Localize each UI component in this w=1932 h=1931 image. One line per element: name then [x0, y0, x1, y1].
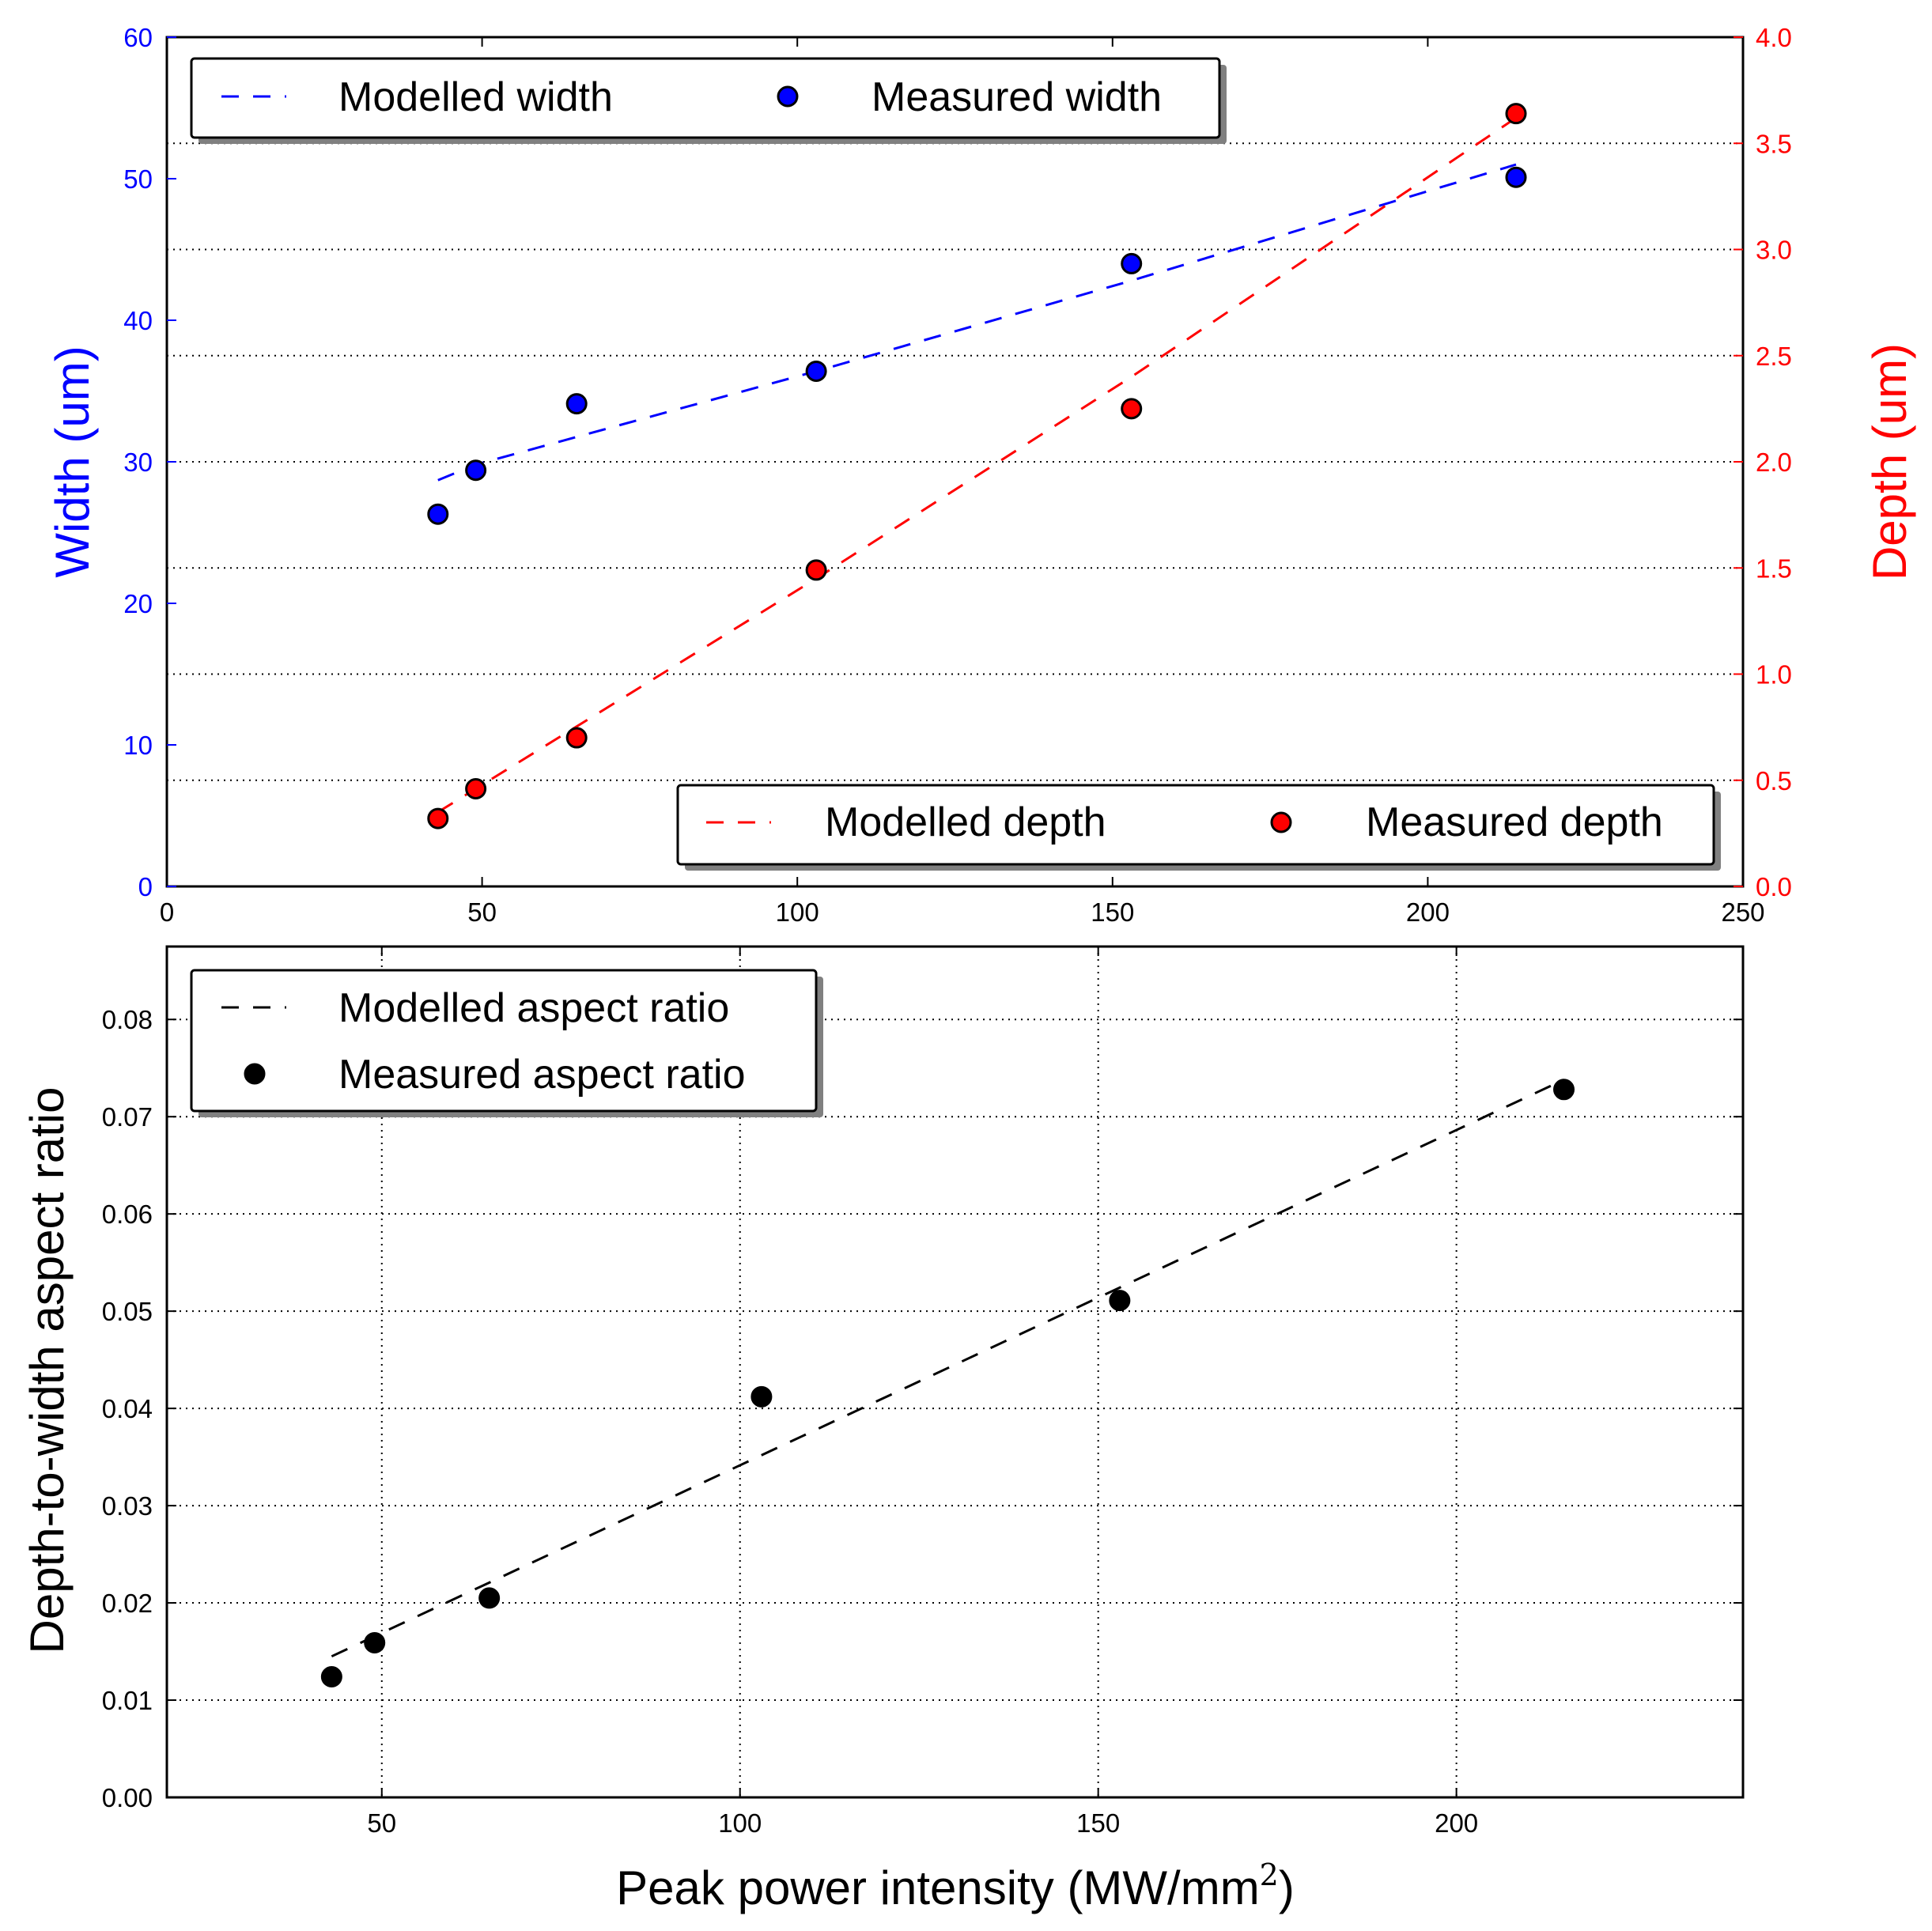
- top-series-layer: [427, 103, 1527, 829]
- measured-depth-point: [1505, 103, 1527, 125]
- top-right-axis-label: Depth (um): [1863, 343, 1916, 580]
- top-left-y-tick-label: 20: [123, 589, 153, 618]
- top-left-y-tick-label: 50: [123, 164, 153, 194]
- bottom-y-tick-label: 0.08: [102, 1005, 153, 1034]
- modelled-width-legend-label: Modelled width: [338, 74, 613, 120]
- top-x-tick-label: 200: [1406, 897, 1450, 927]
- bottom-y-tick-label: 0.06: [102, 1200, 153, 1229]
- top-x-tick-label: 150: [1091, 897, 1134, 927]
- bottom-x-tick-label: 150: [1076, 1808, 1120, 1838]
- bottom-y-tick-label: 0.01: [102, 1686, 153, 1715]
- top-left-y-tick-label: 40: [123, 306, 153, 335]
- top-left-y-tick-label: 10: [123, 731, 153, 760]
- measured-depth-legend-label: Measured depth: [1366, 799, 1663, 845]
- measured-aspect-ratio-point: [320, 1666, 342, 1688]
- measured-depth-point: [465, 777, 487, 799]
- top-depth-legend: Modelled depth Measured depth: [676, 784, 1721, 871]
- modelled-ratio-legend-label: Modelled aspect ratio: [338, 985, 729, 1031]
- legend-box: [190, 57, 1221, 139]
- bottom-x-tick-label: 50: [367, 1808, 396, 1838]
- x-label-suffix: ): [1279, 1861, 1295, 1914]
- measured-width-point: [1505, 166, 1527, 188]
- top-x-tick-label: 250: [1721, 897, 1764, 927]
- bottom-y-axis-label: Depth-to-width aspect ratio: [21, 1086, 74, 1653]
- top-right-y-tick-label: 2.0: [1756, 448, 1792, 477]
- top-left-y-tick-label: 60: [123, 23, 153, 52]
- bottom-plot-frame: [165, 945, 1745, 1799]
- bottom-gridlines: [167, 947, 1743, 1798]
- bottom-x-tick-label: 100: [718, 1808, 762, 1838]
- measured-ratio-legend-marker: [244, 1063, 266, 1085]
- bottom-ticks: 0.00 0.01 0.02 0.03 0.04 0.05 0.06 0.07 0.08 50 10…: [102, 947, 1743, 1838]
- measured-aspect-ratio-point: [478, 1587, 501, 1609]
- measured-depth-legend-marker: [1270, 811, 1292, 833]
- measured-aspect-ratio-point: [750, 1385, 773, 1408]
- measured-aspect-ratio-point: [364, 1631, 386, 1653]
- top-right-y-tick-label: 2.5: [1756, 342, 1792, 371]
- measured-width-point: [427, 503, 449, 525]
- measured-width-point: [1121, 252, 1143, 274]
- measured-width-point: [565, 393, 588, 415]
- bottom-chart: 0.00 0.01 0.02 0.03 0.04 0.05 0.06 0.07 0.08 50 10…: [21, 945, 1745, 1914]
- top-x-tick-label: 100: [776, 897, 819, 927]
- measured-aspect-ratio-point: [1109, 1290, 1131, 1312]
- measured-depth-point: [1121, 398, 1143, 420]
- modelled-aspect-ratio-line: [331, 1079, 1565, 1658]
- top-left-axis-label: Width (um): [46, 346, 99, 577]
- bottom-series-layer: [320, 1079, 1575, 1688]
- bottom-y-tick-label: 0.00: [102, 1783, 153, 1812]
- top-chart: 0 50 100 150 200 250 0 10 20 30 40 50 60 0.0 0.5 1.0 1.5…: [46, 23, 1916, 927]
- top-right-y-tick-label: 3.0: [1756, 236, 1792, 265]
- bottom-legend: Modelled aspect ratio Measured aspect ra…: [190, 969, 823, 1117]
- top-left-y-tick-label: 0: [138, 872, 153, 901]
- top-right-y-tick-label: 3.5: [1756, 129, 1792, 158]
- modelled-depth-legend-label: Modelled depth: [825, 799, 1106, 845]
- bottom-x-tick-label: 200: [1435, 1808, 1478, 1838]
- legend-box: [190, 969, 818, 1113]
- legend-box: [676, 784, 1715, 866]
- top-right-y-tick-label: 4.0: [1756, 23, 1792, 52]
- measured-depth-point: [565, 727, 588, 749]
- x-label-prefix: Peak power intensity (MW/mm: [616, 1861, 1260, 1914]
- top-ticks: 0 50 100 150 200 250 0 10 20 30 40 50 60 0.0 0.5 1.0 1.5…: [123, 23, 1792, 927]
- modelled-depth-line: [437, 116, 1517, 814]
- top-x-tick-label: 50: [467, 897, 497, 927]
- bottom-y-tick-label: 0.04: [102, 1394, 153, 1423]
- measured-depth-point: [427, 807, 449, 829]
- top-width-legend: Modelled width Measured width: [190, 57, 1227, 144]
- top-right-y-tick-label: 1.5: [1756, 554, 1792, 583]
- top-right-y-tick-label: 0.0: [1756, 872, 1792, 901]
- measured-aspect-ratio-point: [1553, 1079, 1575, 1101]
- top-right-y-tick-label: 0.5: [1756, 766, 1792, 795]
- measured-width-point: [465, 459, 487, 482]
- bottom-y-tick-label: 0.07: [102, 1102, 153, 1132]
- measured-width-legend-label: Measured width: [871, 74, 1162, 120]
- bottom-y-tick-label: 0.03: [102, 1491, 153, 1521]
- top-x-tick-label: 0: [160, 897, 174, 927]
- measured-width-point: [805, 360, 827, 382]
- top-left-y-tick-label: 30: [123, 448, 153, 477]
- bottom-x-axis-label: Peak power intensity (MW/mm2): [616, 1857, 1295, 1914]
- measured-depth-point: [805, 559, 827, 581]
- top-right-y-tick-label: 1.0: [1756, 660, 1792, 690]
- measured-ratio-legend-label: Measured aspect ratio: [338, 1052, 746, 1098]
- bottom-y-tick-label: 0.02: [102, 1589, 153, 1618]
- measured-width-legend-marker: [777, 85, 799, 108]
- x-label-superscript: 2: [1260, 1857, 1279, 1892]
- bottom-y-tick-label: 0.05: [102, 1297, 153, 1326]
